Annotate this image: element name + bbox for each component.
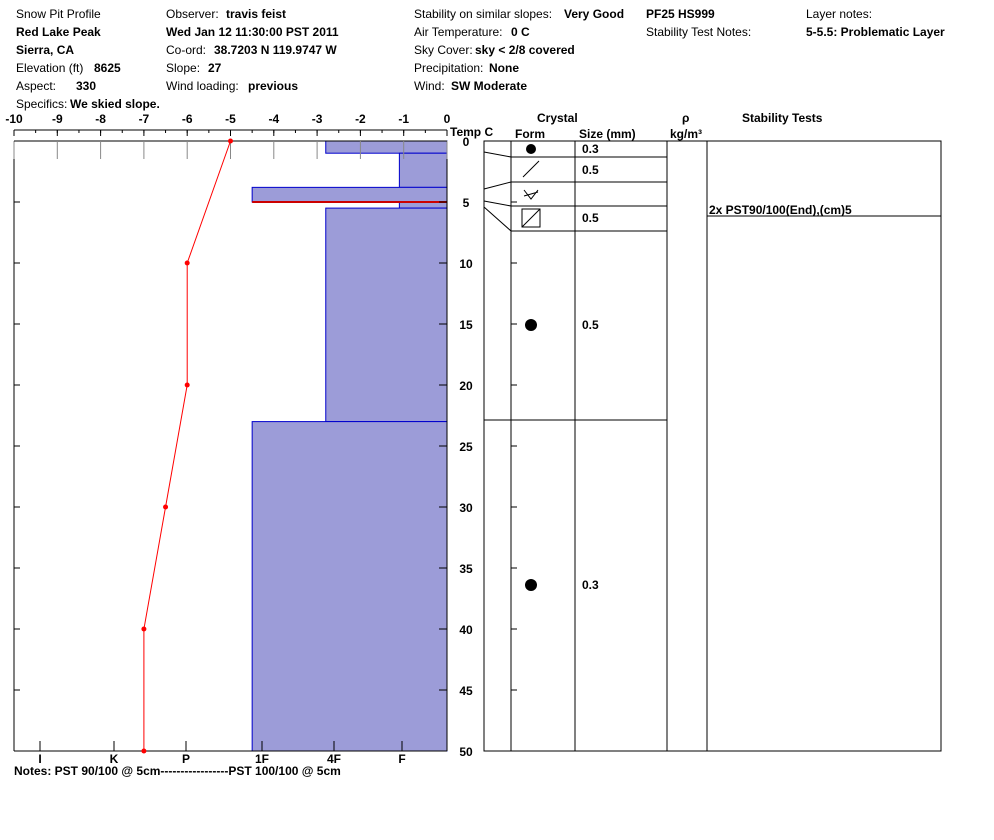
temperature-point bbox=[163, 504, 169, 510]
temperature-point bbox=[141, 626, 147, 632]
depth-tick-label: 10 bbox=[459, 257, 473, 271]
stability-value: Very Good bbox=[564, 7, 625, 21]
elevation-label: Elevation (ft) bbox=[16, 61, 84, 75]
hardness-layer bbox=[398, 152, 448, 188]
stability-test-notes-label: Stability Test Notes: bbox=[646, 25, 752, 39]
temp-tick-label: -5 bbox=[225, 112, 236, 126]
layer-notes-value: 5-5.5: Problematic Layer bbox=[806, 25, 945, 39]
temperature-point bbox=[184, 382, 190, 388]
sky-value: sky < 2/8 covered bbox=[475, 43, 575, 57]
hardness-tick-label: K bbox=[110, 752, 119, 766]
depth-tick-label: 20 bbox=[459, 379, 473, 393]
faceted-crystal-icon bbox=[521, 208, 541, 228]
layer-connector-line bbox=[483, 206, 512, 232]
precip-value: None bbox=[489, 61, 519, 75]
form-header: Form bbox=[515, 127, 545, 141]
crystal-size-value: 0.5 bbox=[582, 318, 599, 332]
pf-hs: PF25 HS999 bbox=[646, 7, 715, 21]
specifics-value: We skied slope. bbox=[70, 97, 160, 111]
crystal-size-value: 0.3 bbox=[582, 142, 599, 156]
temp-tick-label: 0 bbox=[444, 112, 451, 126]
temp-axis-label: Temp C bbox=[450, 125, 493, 139]
hardness-tick-label: 4F bbox=[327, 752, 341, 766]
hardness-layer bbox=[325, 140, 448, 154]
size-header: Size (mm) bbox=[579, 127, 636, 141]
depth-tick-label: 30 bbox=[459, 501, 473, 515]
temperature-point bbox=[228, 138, 233, 144]
specifics-label: Specifics: bbox=[16, 97, 68, 111]
depth-tick-label: 50 bbox=[459, 745, 473, 759]
layer-connector-line bbox=[483, 181, 512, 190]
temp-tick-label: -1 bbox=[398, 112, 409, 126]
layer-connector-line bbox=[483, 200, 512, 207]
depth-tick-label: 0 bbox=[463, 135, 470, 149]
air-temp-label: Air Temperature: bbox=[414, 25, 503, 39]
crystal-header: Crystal bbox=[537, 111, 578, 125]
layer-notes-label: Layer notes: bbox=[806, 7, 873, 21]
stability-tests-header: Stability Tests bbox=[742, 111, 823, 125]
density-unit-header: kg/m³ bbox=[670, 127, 703, 141]
depth-tick-label: 5 bbox=[463, 196, 470, 210]
hardness-layer bbox=[325, 207, 448, 423]
observer-label: Observer: bbox=[166, 7, 219, 21]
crystal-size-value: 0.3 bbox=[582, 578, 599, 592]
chart-title: Snow Pit Profile bbox=[16, 7, 101, 21]
location: Red Lake Peak bbox=[16, 25, 101, 39]
temperature-point bbox=[141, 748, 147, 754]
temp-tick-label: -9 bbox=[52, 112, 63, 126]
rho-header: ρ bbox=[682, 111, 690, 125]
hardness-tick-label: P bbox=[182, 752, 190, 766]
temperature-profile-line bbox=[143, 140, 231, 751]
elevation-value: 8625 bbox=[94, 61, 121, 75]
observer-value: travis feist bbox=[226, 7, 287, 21]
temp-tick-label: -6 bbox=[182, 112, 193, 126]
aspect-label: Aspect: bbox=[16, 79, 57, 93]
crystal-size-value: 0.5 bbox=[582, 163, 599, 177]
surface-hoar-icon bbox=[523, 189, 539, 200]
notes: Notes: PST 90/100 @ 5cm-----------------… bbox=[14, 764, 341, 778]
slope-label: Slope: bbox=[166, 61, 201, 75]
crystal-size-value: 0.5 bbox=[582, 211, 599, 225]
temperature-point bbox=[184, 260, 190, 266]
stability-label: Stability on similar slopes: bbox=[414, 7, 553, 21]
decomposing-fragments-icon bbox=[522, 160, 540, 178]
coord-value: 38.7203 N 119.9747 W bbox=[214, 43, 337, 57]
hardness-layer bbox=[251, 186, 448, 203]
wind-loading-label: Wind loading: bbox=[166, 79, 239, 93]
sky-label: Sky Cover: bbox=[414, 43, 473, 57]
datetime: Wed Jan 12 11:30:00 PST 2011 bbox=[166, 25, 339, 39]
temp-tick-label: -8 bbox=[95, 112, 106, 126]
hardness-tick-label: I bbox=[38, 752, 41, 766]
hardness-tick-label: F bbox=[398, 752, 405, 766]
precip-label: Precipitation: bbox=[414, 61, 484, 75]
region: Sierra, CA bbox=[16, 43, 75, 57]
round-grain-icon bbox=[525, 319, 537, 331]
round-grain-icon bbox=[526, 144, 536, 154]
depth-tick-label: 40 bbox=[459, 623, 473, 637]
temp-tick-label: -3 bbox=[312, 112, 323, 126]
air-temp-value: 0 C bbox=[511, 25, 530, 39]
temp-tick-label: -4 bbox=[268, 112, 279, 126]
wind-loading-value: previous bbox=[248, 79, 299, 93]
hardness-layer bbox=[251, 421, 448, 752]
depth-tick-label: 15 bbox=[459, 318, 473, 332]
depth-tick-label: 25 bbox=[459, 440, 473, 454]
temp-tick-label: -10 bbox=[5, 112, 23, 126]
hardness-tick-label: 1F bbox=[255, 752, 269, 766]
stability-test-entry: 2x PST90/100(End),(cm)5 bbox=[709, 203, 852, 217]
table-frame bbox=[483, 140, 942, 752]
slope-value: 27 bbox=[208, 61, 222, 75]
round-grain-icon bbox=[525, 579, 537, 591]
temp-tick-label: -7 bbox=[139, 112, 150, 126]
temp-tick-label: -2 bbox=[355, 112, 366, 126]
layer-connector-line bbox=[483, 151, 512, 158]
coord-label: Co-ord: bbox=[166, 43, 207, 57]
wind-label: Wind: bbox=[414, 79, 445, 93]
wind-value: SW Moderate bbox=[451, 79, 528, 93]
faceted-crystal-icon-diagonal bbox=[521, 208, 541, 228]
depth-tick-label: 35 bbox=[459, 562, 473, 576]
aspect-value: 330 bbox=[76, 79, 97, 93]
depth-tick-label: 45 bbox=[459, 684, 473, 698]
